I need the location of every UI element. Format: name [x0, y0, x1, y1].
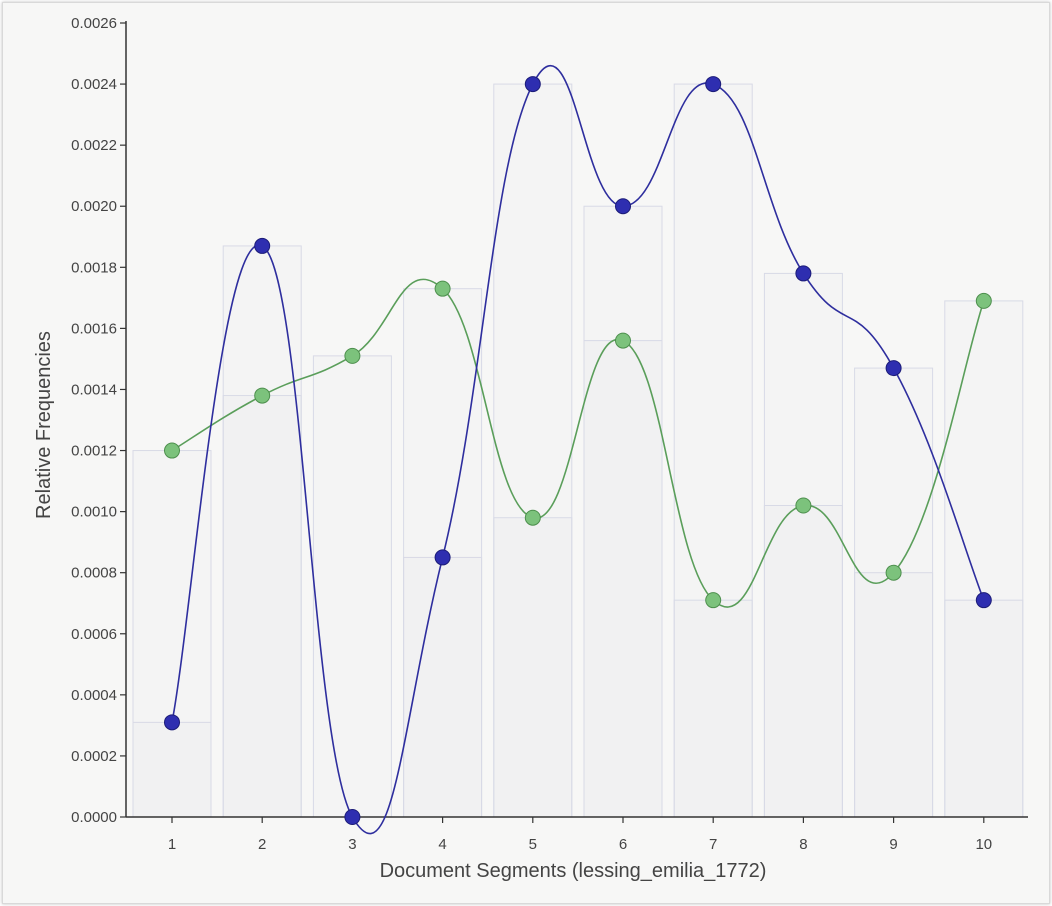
- y-tick-label: 0.0018: [71, 259, 117, 276]
- data-point-s2[interactable]: [705, 592, 722, 609]
- bar-s2: [132, 450, 212, 818]
- x-tick-label: 9: [889, 836, 897, 853]
- x-tick-label: 3: [348, 836, 356, 853]
- data-point-s1[interactable]: [524, 76, 541, 93]
- data-point-s2[interactable]: [164, 442, 180, 459]
- bar-s2: [854, 572, 934, 818]
- bar-s2: [944, 300, 1024, 818]
- data-point-s2[interactable]: [434, 280, 451, 297]
- y-tick-label: 0.0008: [71, 565, 117, 582]
- bar-s1: [132, 721, 212, 818]
- x-axis-title: Document Segments (lessing_emilia_1772): [380, 860, 767, 882]
- x-tick-label: 2: [258, 836, 266, 853]
- x-tick-label: 4: [438, 836, 446, 853]
- data-point-s1[interactable]: [705, 76, 722, 93]
- y-tick-label: 0.0004: [71, 687, 117, 704]
- y-tick-label: 0.0020: [71, 198, 117, 215]
- y-tick-label: 0.0026: [71, 15, 117, 32]
- y-tick-label: 0.0010: [71, 504, 117, 521]
- bar-s1: [493, 83, 573, 818]
- data-point-s1[interactable]: [615, 198, 631, 215]
- y-axis-title: Relative Frequencies: [33, 331, 55, 519]
- y-tick-label: 0.0024: [71, 76, 117, 93]
- data-point-s2[interactable]: [975, 292, 992, 309]
- series-line-1: [171, 64, 985, 835]
- bar-s2: [763, 505, 843, 818]
- data-point-s1[interactable]: [254, 237, 271, 254]
- data-point-s1[interactable]: [885, 360, 902, 377]
- x-tick-label: 6: [619, 836, 627, 853]
- points-layer: [164, 76, 992, 825]
- data-point-s1[interactable]: [975, 592, 992, 609]
- bar-s2: [493, 517, 573, 818]
- bar-s2: [312, 355, 392, 818]
- data-point-s2[interactable]: [254, 387, 271, 404]
- data-point-s2[interactable]: [795, 497, 812, 514]
- y-tick-label: 0.0014: [71, 381, 117, 398]
- bars-layer: [132, 83, 1024, 818]
- y-tick-label: 0.0002: [71, 748, 117, 765]
- data-point-s1[interactable]: [344, 809, 361, 825]
- x-tick-label: 7: [709, 836, 717, 853]
- bar-s2: [222, 395, 302, 818]
- y-tick-label: 0.0006: [71, 626, 117, 643]
- bar-s1: [403, 556, 483, 818]
- data-point-s2[interactable]: [615, 332, 631, 349]
- bar-s1: [583, 205, 663, 818]
- x-tick-label: 1: [168, 836, 176, 853]
- data-point-s2[interactable]: [885, 564, 902, 581]
- bar-s1: [944, 599, 1024, 818]
- data-point-s1[interactable]: [434, 549, 451, 566]
- x-tick-label: 10: [975, 836, 992, 853]
- y-tick-label: 0.0012: [71, 443, 117, 460]
- data-point-s2[interactable]: [524, 509, 541, 526]
- bar-s1: [763, 272, 843, 818]
- data-point-s1[interactable]: [795, 265, 812, 282]
- bar-s2: [583, 340, 663, 818]
- bar-s2: [673, 599, 753, 818]
- data-point-s2[interactable]: [344, 347, 361, 364]
- axes-layer: 0.0000 0.0002 0.0004 0.0006 0.0008 0.0010 0.00…: [71, 15, 1028, 853]
- y-tick-label: 0.0000: [71, 809, 117, 826]
- x-tick-label: 5: [529, 836, 537, 853]
- y-tick-label: 0.0022: [71, 137, 117, 154]
- data-point-s1[interactable]: [164, 714, 180, 731]
- y-tick-label: 0.0016: [71, 320, 117, 337]
- x-tick-label: 8: [799, 836, 807, 853]
